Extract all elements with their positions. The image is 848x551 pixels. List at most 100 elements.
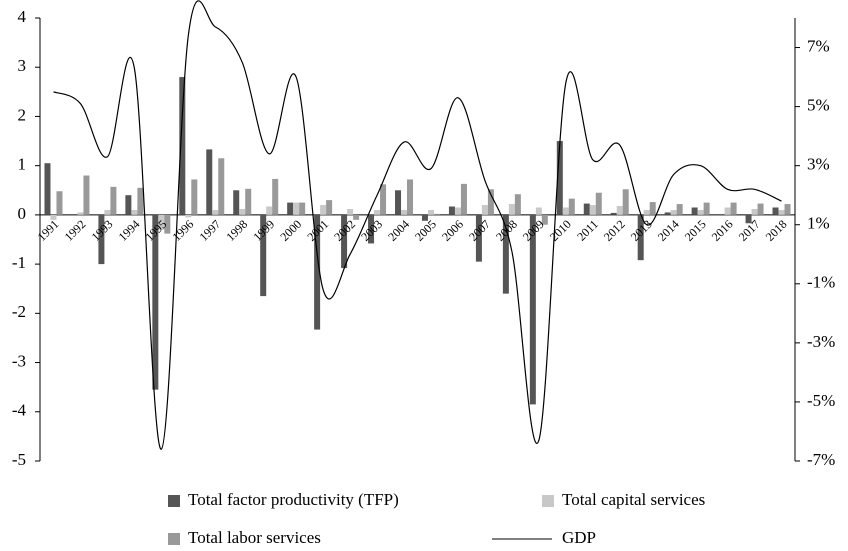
x-tick-label: 1997 bbox=[196, 217, 223, 244]
bar bbox=[460, 183, 467, 215]
bar bbox=[487, 189, 494, 215]
y-tick-label: 3 bbox=[18, 56, 27, 75]
bar bbox=[341, 214, 348, 269]
y2-tick-label: -3% bbox=[807, 332, 835, 351]
x-tick-label: 2002 bbox=[331, 217, 358, 244]
bar bbox=[287, 202, 294, 215]
x-tick-label: 2011 bbox=[574, 217, 601, 244]
bar bbox=[56, 191, 63, 215]
y-tick-label: -3 bbox=[12, 351, 26, 370]
bar bbox=[784, 204, 791, 215]
bar bbox=[380, 184, 387, 215]
bar bbox=[218, 158, 225, 215]
bar bbox=[502, 214, 509, 294]
bar bbox=[314, 214, 321, 330]
bar bbox=[556, 141, 563, 215]
gdp-line bbox=[53, 0, 782, 450]
bar bbox=[233, 190, 240, 215]
bar bbox=[239, 208, 246, 215]
bar bbox=[110, 186, 117, 215]
x-tick-label: 2017 bbox=[736, 217, 763, 244]
bar bbox=[670, 209, 677, 215]
bar bbox=[266, 206, 273, 215]
y2-tick-label: 5% bbox=[807, 96, 830, 115]
bar bbox=[691, 207, 698, 215]
bar bbox=[98, 214, 105, 265]
bar bbox=[347, 208, 354, 215]
x-tick-label: 1991 bbox=[35, 217, 62, 244]
bar bbox=[514, 194, 521, 215]
bar bbox=[44, 163, 51, 215]
x-tick-label: 2018 bbox=[763, 217, 790, 244]
y2-tick-label: -1% bbox=[807, 273, 835, 292]
y2-tick-label: 1% bbox=[807, 214, 830, 233]
bar bbox=[724, 207, 731, 215]
bar bbox=[320, 205, 327, 215]
y-tick-label: 2 bbox=[18, 105, 27, 124]
y-tick-label: -4 bbox=[12, 401, 27, 420]
y-tick-label: 0 bbox=[18, 204, 27, 223]
x-tick-label: 1993 bbox=[89, 217, 116, 244]
bar bbox=[206, 149, 213, 215]
bar bbox=[421, 214, 428, 221]
legend-swatch bbox=[168, 533, 180, 545]
bar bbox=[535, 207, 542, 215]
bar bbox=[610, 212, 617, 215]
bar bbox=[589, 205, 596, 215]
x-tick-label: 2016 bbox=[709, 217, 736, 244]
bar bbox=[185, 214, 192, 218]
bar bbox=[433, 213, 440, 215]
bar bbox=[745, 214, 752, 224]
bar bbox=[374, 209, 381, 215]
y-tick-label: -5 bbox=[12, 450, 26, 469]
x-tick-label: 2000 bbox=[277, 217, 304, 244]
bar bbox=[368, 214, 375, 244]
y2-tick-label: -5% bbox=[807, 391, 835, 410]
bar bbox=[293, 202, 300, 215]
x-tick-label: 2003 bbox=[358, 217, 385, 244]
bar bbox=[772, 207, 779, 215]
x-tick-label: 1998 bbox=[223, 217, 250, 244]
x-tick-label: 2013 bbox=[628, 217, 655, 244]
x-tick-label: 2005 bbox=[412, 217, 439, 244]
bar bbox=[83, 175, 90, 215]
bar bbox=[131, 209, 138, 215]
bar bbox=[407, 179, 414, 215]
x-tick-label: 1996 bbox=[169, 217, 196, 244]
x-tick-label: 1994 bbox=[116, 217, 143, 244]
x-tick-label: 2006 bbox=[439, 217, 466, 244]
bar bbox=[245, 188, 252, 215]
bar bbox=[158, 214, 165, 230]
bar bbox=[751, 208, 758, 215]
bar bbox=[395, 190, 402, 215]
bar bbox=[583, 203, 590, 215]
bar bbox=[508, 204, 515, 215]
bar bbox=[664, 212, 671, 215]
y-tick-label: -1 bbox=[12, 253, 26, 272]
bar bbox=[676, 204, 683, 215]
bar bbox=[272, 178, 279, 215]
bar bbox=[164, 214, 171, 234]
bar bbox=[529, 214, 536, 405]
bar bbox=[448, 206, 455, 215]
bar bbox=[77, 212, 84, 215]
x-tick-label: 2012 bbox=[601, 217, 628, 244]
bar bbox=[568, 198, 575, 215]
legend-label: Total factor productivity (TFP) bbox=[188, 490, 399, 509]
bar bbox=[260, 214, 267, 297]
bar bbox=[152, 214, 159, 390]
bar bbox=[481, 205, 488, 215]
x-tick-label: 1992 bbox=[62, 217, 89, 244]
y-tick-label: 1 bbox=[18, 155, 27, 174]
bar bbox=[179, 77, 186, 215]
bar bbox=[353, 214, 360, 220]
y-tick-label: 4 bbox=[18, 7, 27, 26]
legend-label: Total labor services bbox=[188, 528, 321, 547]
legend-label: Total capital services bbox=[562, 490, 705, 509]
x-tick-label: 2014 bbox=[655, 217, 682, 244]
x-tick-label: 2010 bbox=[547, 217, 574, 244]
legend-swatch bbox=[542, 495, 554, 507]
bar bbox=[562, 207, 569, 215]
bar bbox=[637, 214, 644, 261]
bar bbox=[104, 209, 111, 215]
